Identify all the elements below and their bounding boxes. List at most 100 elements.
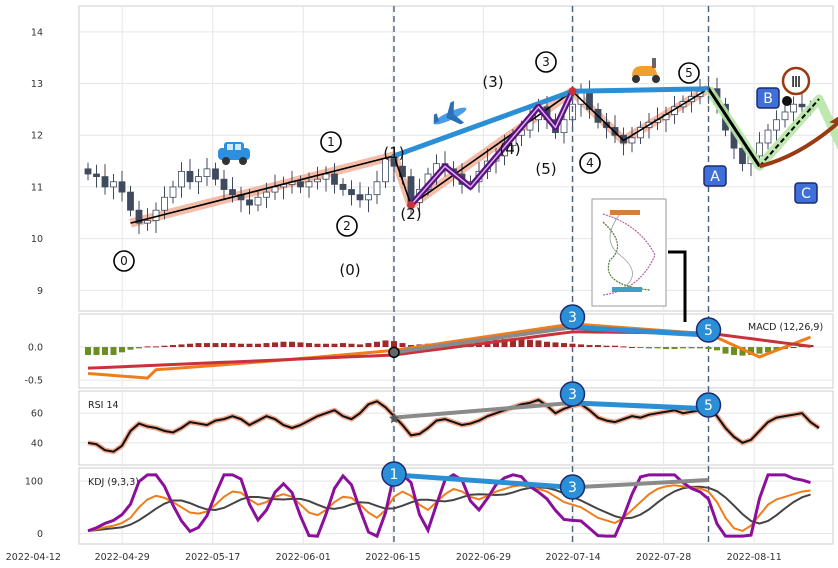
macd-histogram-bar	[340, 343, 346, 348]
macd-histogram-bar	[569, 343, 576, 348]
kdj-y-tick-label: 100	[25, 477, 43, 488]
candle-body	[246, 199, 253, 206]
projection-arrow	[759, 120, 838, 169]
macd-histogram-bar	[603, 345, 610, 348]
macd-histogram-bar	[399, 343, 406, 348]
candle-body	[144, 220, 151, 224]
inset-connector	[668, 250, 687, 322]
macd-blue-trendline	[572, 324, 709, 338]
kdj-blue-trendline	[393, 472, 573, 490]
abc-label-a-box	[703, 165, 727, 187]
macd-histogram-bar	[510, 338, 516, 348]
macd-histogram-bar	[646, 347, 652, 349]
price-y-tick-label: 13	[31, 79, 43, 90]
abc-label-b-box	[756, 87, 780, 109]
macd-histogram-bar	[170, 345, 176, 348]
candle-body	[756, 142, 763, 157]
candle-body	[764, 129, 772, 144]
macd-histogram-bar	[535, 340, 542, 348]
rsi-marker-3-circle	[559, 381, 586, 407]
macd-histogram-bar	[501, 339, 508, 348]
wave-3-point	[568, 87, 577, 96]
macd-histogram-bar	[714, 347, 720, 351]
macd-histogram-bar	[127, 347, 134, 350]
abc-label-c: C	[801, 186, 811, 202]
price-y-tick-label: 14	[31, 27, 43, 38]
candle-body	[798, 103, 806, 108]
candle-body	[628, 137, 636, 144]
x-tick-label: 2022-06-01	[276, 552, 331, 563]
candle-body	[263, 191, 270, 198]
rsi-gray-trendline	[393, 400, 573, 420]
abc-leg-b	[758, 98, 820, 167]
macd-histogram-bar	[654, 347, 661, 349]
candle-body	[339, 183, 347, 190]
subwave-label-4: (4)	[499, 140, 520, 158]
macd-histogram-bar	[765, 347, 771, 353]
macd-histogram-bar	[561, 343, 567, 348]
macd-histogram-bar	[365, 343, 372, 348]
x-tick-label: 2022-04-12	[6, 552, 61, 563]
macd-histogram-bar	[620, 346, 627, 348]
macd-histogram-bar	[297, 342, 304, 348]
wave-label-4: 4	[586, 156, 594, 170]
macd-histogram-bar	[238, 343, 244, 348]
macd-histogram-bar	[697, 347, 703, 349]
price-trend-line	[130, 88, 709, 224]
macd-marker-3-circle	[559, 304, 586, 330]
candle-body	[560, 119, 568, 134]
macd-histogram-bar	[671, 347, 678, 350]
kdj-marker-1-circle	[381, 461, 407, 487]
macd-histogram-bar	[93, 347, 100, 355]
rsi-y-tick-label: 40	[31, 438, 43, 449]
candle-body	[356, 194, 364, 201]
macd-histogram-bar	[263, 343, 270, 348]
candle-body	[773, 119, 780, 131]
candle-body	[365, 194, 372, 201]
macd-histogram-bar	[739, 347, 746, 356]
candle-body	[203, 168, 211, 177]
macd-histogram-bar	[493, 339, 499, 348]
wave-label-0-circle	[113, 250, 135, 272]
kdj-marker-1: 1	[390, 467, 399, 483]
wave-label-1: 1	[327, 135, 335, 149]
price-pane	[78, 5, 834, 312]
kdj-label: KDJ (9,3,3)	[88, 477, 139, 488]
macd-histogram-bar	[161, 345, 168, 348]
subwave-inner	[410, 90, 574, 206]
airplane-icon	[433, 100, 467, 125]
abc-leg-a	[707, 87, 761, 168]
x-tick-label: 2022-05-17	[185, 552, 240, 563]
macd-histogram-bar	[612, 345, 618, 348]
subwave-label-0: (0)	[339, 261, 360, 279]
macd-point	[388, 346, 400, 359]
price-y-tick-label: 12	[31, 131, 43, 142]
macd-marker-5-circle	[695, 317, 722, 343]
candle-body	[229, 189, 236, 196]
macd-histogram-bar	[153, 346, 159, 348]
wave-label-2-circle	[336, 215, 358, 237]
rsi-marker-3: 3	[568, 387, 577, 403]
macd-histogram-bar	[731, 347, 737, 355]
macd-histogram-bar	[306, 343, 312, 348]
rsi-y-tick-label: 60	[31, 409, 43, 420]
candle-body	[93, 173, 100, 177]
macd-histogram-bar	[178, 344, 185, 348]
x-tick-label: 2022-07-14	[546, 552, 601, 563]
macd-histogram-bar	[195, 343, 202, 348]
macd-histogram-bar	[136, 347, 142, 349]
macd-label: MACD (12,26,9)	[748, 322, 823, 333]
macd-histogram-bar	[408, 345, 414, 348]
kdj-marker-3: 3	[568, 480, 577, 496]
macd-histogram-bar	[212, 343, 219, 348]
wave-label-0: 0	[120, 254, 128, 268]
candle-body	[322, 173, 330, 180]
macd-histogram-bar	[374, 341, 380, 348]
candle-body	[195, 176, 202, 183]
wave-label-1-circle	[320, 131, 342, 153]
candle-body	[254, 196, 262, 206]
x-tick-label: 2022-04-29	[95, 552, 150, 563]
car-icon	[218, 142, 250, 165]
